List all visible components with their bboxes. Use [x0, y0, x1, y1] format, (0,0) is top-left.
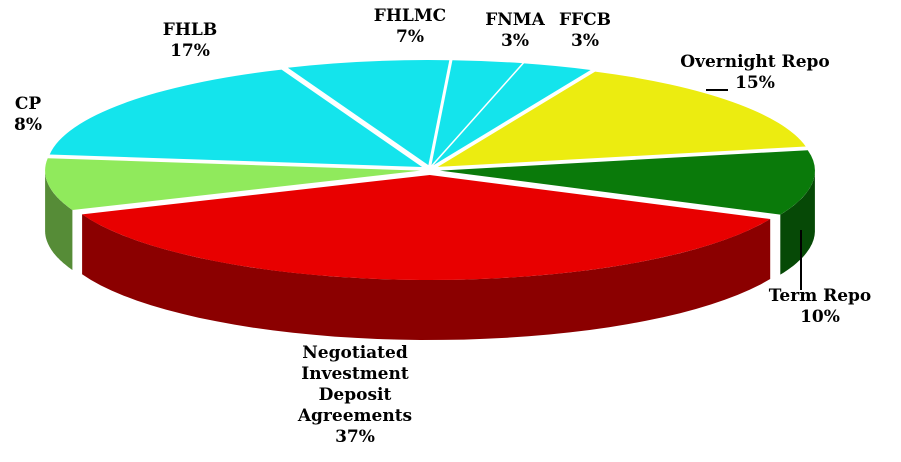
- category-label: Overnight Repo: [680, 52, 830, 72]
- slice: [49, 69, 423, 167]
- slice: [431, 60, 523, 166]
- value-label: 7%: [396, 27, 424, 47]
- category-label: FHLB: [162, 20, 218, 40]
- value-label: 3%: [501, 31, 529, 51]
- slice: [433, 63, 591, 166]
- slice-label: CP 8%: [14, 94, 42, 136]
- slice-label: FNMA 3%: [485, 10, 545, 52]
- category-label: Term Repo: [768, 286, 872, 306]
- category-label: CP: [14, 94, 42, 114]
- slice: [437, 71, 806, 167]
- value-label: 15%: [735, 73, 775, 93]
- value-label: 37%: [335, 427, 375, 447]
- category-label: Negotiated Investment Deposit Agreements: [297, 343, 413, 426]
- slice-label: FHLB 17%: [163, 20, 217, 62]
- value-label: 10%: [800, 307, 840, 327]
- value-label: 8%: [14, 115, 42, 135]
- category-label: FFCB: [558, 10, 612, 30]
- slice-walls: [45, 170, 815, 340]
- slice-side: [780, 170, 815, 275]
- slice-label: FHLMC 7%: [374, 6, 446, 48]
- slice-label: Term Repo 10%: [769, 286, 872, 328]
- slice-side: [45, 170, 73, 270]
- slice-label: Negotiated Investment Deposit Agreements…: [270, 343, 440, 448]
- slice-label: FFCB 3%: [559, 10, 611, 52]
- slice: [439, 150, 815, 215]
- value-label: 17%: [170, 41, 210, 61]
- value-label: 3%: [571, 31, 599, 51]
- slice-label: Overnight Repo 15%: [680, 52, 829, 94]
- category-label: FNMA: [485, 10, 545, 30]
- slice: [82, 174, 771, 280]
- slice-tops: [45, 60, 815, 280]
- slice: [287, 60, 450, 166]
- category-label: FHLMC: [373, 6, 447, 26]
- slice-side: [82, 214, 771, 340]
- slice: [45, 158, 421, 210]
